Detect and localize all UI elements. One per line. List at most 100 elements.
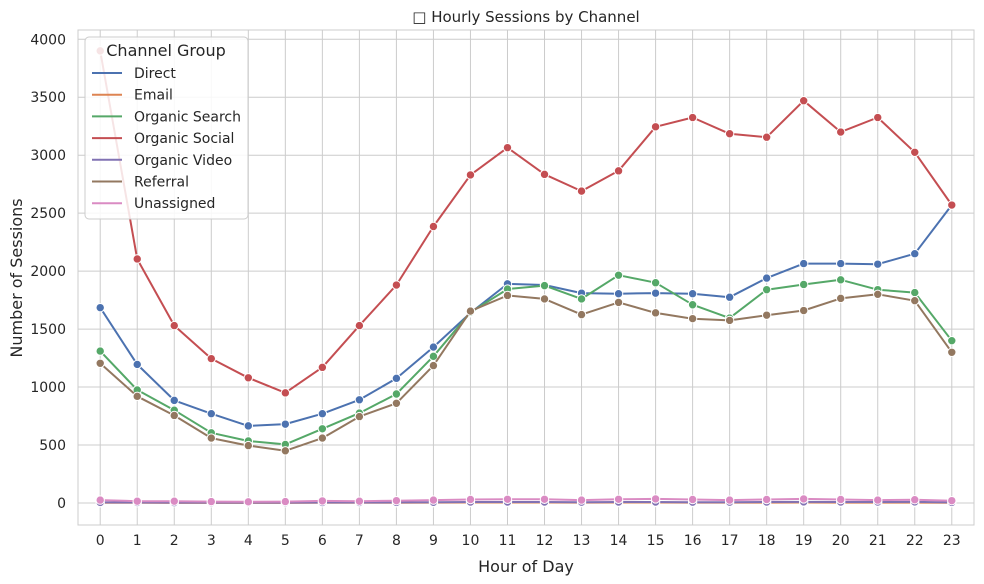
data-point — [354, 411, 365, 422]
legend-entry: Referral — [92, 175, 189, 191]
series-line — [99, 50, 953, 394]
legend-title: Channel Group — [106, 41, 225, 60]
data-point — [95, 358, 105, 368]
x-tick-label: 6 — [318, 533, 327, 549]
legend-entry: Organic Search — [92, 109, 241, 125]
data-point — [206, 433, 216, 443]
series-line — [99, 293, 953, 452]
x-tick-label: 2 — [170, 533, 179, 549]
data-point — [613, 297, 624, 308]
data-point — [761, 132, 772, 142]
data-point — [873, 259, 883, 269]
data-point — [428, 342, 439, 352]
series-unassigned — [95, 494, 957, 507]
data-point — [836, 275, 846, 285]
data-point — [613, 494, 624, 504]
data-point — [910, 287, 920, 298]
legend-entry: Organic Video — [92, 153, 232, 169]
data-point — [391, 398, 402, 408]
data-point — [317, 424, 328, 434]
data-point — [761, 273, 772, 283]
data-point — [280, 446, 291, 456]
data-point — [206, 353, 216, 364]
data-point — [910, 147, 920, 158]
data-point — [354, 395, 365, 405]
data-point — [169, 320, 179, 331]
data-point — [502, 142, 513, 153]
data-point — [761, 310, 772, 320]
data-point — [873, 495, 883, 505]
x-tick-label: 23 — [943, 533, 961, 549]
y-tick-label: 1000 — [30, 380, 66, 396]
data-point — [428, 351, 439, 362]
data-point — [465, 494, 476, 505]
x-tick-label: 22 — [906, 533, 924, 549]
data-point — [465, 306, 476, 316]
data-point — [761, 284, 772, 295]
x-tick-label: 11 — [499, 533, 517, 549]
data-point — [724, 292, 735, 302]
data-point — [280, 388, 291, 398]
data-point — [243, 440, 254, 451]
x-tick-label: 5 — [281, 533, 290, 549]
legend-label: Organic Video — [134, 153, 232, 169]
data-point — [836, 293, 846, 304]
data-point — [502, 494, 513, 504]
data-point — [613, 270, 624, 280]
data-point — [132, 359, 142, 370]
series-organic-social — [95, 46, 957, 398]
data-point — [576, 495, 587, 505]
legend-entry: Direct — [92, 66, 176, 82]
legend-label: Organic Social — [134, 131, 234, 147]
x-tick-label: 14 — [610, 533, 628, 549]
legend-label: Email — [134, 88, 173, 104]
data-point — [836, 258, 846, 269]
data-point — [650, 288, 661, 298]
data-point — [206, 409, 216, 419]
data-point — [687, 112, 698, 123]
data-point — [687, 289, 698, 299]
y-tick-label: 1500 — [30, 322, 66, 338]
x-tick-label: 3 — [207, 533, 216, 549]
data-point — [354, 320, 365, 331]
data-point — [798, 279, 809, 290]
data-point — [650, 308, 661, 318]
series-line — [99, 204, 953, 427]
x-tick-label: 12 — [536, 533, 554, 549]
data-point — [576, 186, 587, 196]
x-axis-label: Hour of Day — [478, 557, 574, 576]
data-point — [798, 96, 809, 106]
data-point — [910, 295, 920, 306]
ticks: 0 1 2 3 4 5 6 7 8 9 10 11 12 13 14 15 16 17 18 19 20 21 22 2305… — [30, 32, 960, 549]
x-tick-label: 0 — [96, 533, 105, 549]
x-tick-label: 18 — [758, 533, 776, 549]
data-point — [206, 496, 216, 507]
data-point — [650, 122, 661, 132]
data-point — [798, 494, 809, 504]
x-tick-label: 20 — [832, 533, 850, 549]
legend-entry: Unassigned — [92, 196, 215, 212]
data-point — [391, 495, 402, 506]
chart-title: □ Hourly Sessions by Channel — [412, 8, 639, 26]
data-point — [428, 495, 439, 505]
data-point — [687, 494, 698, 505]
x-tick-label: 15 — [647, 533, 665, 549]
legend-label: Unassigned — [134, 196, 215, 212]
data-point — [798, 258, 809, 269]
data-point — [539, 494, 550, 504]
y-tick-label: 2500 — [30, 206, 66, 222]
data-point — [132, 254, 142, 264]
legend-label: Referral — [134, 175, 189, 191]
data-point — [317, 362, 328, 373]
data-point — [539, 280, 550, 291]
data-point — [947, 200, 957, 210]
series-layer — [95, 46, 957, 508]
data-point — [428, 360, 439, 371]
data-point — [836, 127, 846, 137]
x-tick-label: 16 — [684, 533, 702, 549]
series-line — [99, 274, 953, 446]
data-point — [650, 494, 661, 504]
x-tick-label: 21 — [869, 533, 887, 549]
x-tick-label: 13 — [573, 533, 591, 549]
